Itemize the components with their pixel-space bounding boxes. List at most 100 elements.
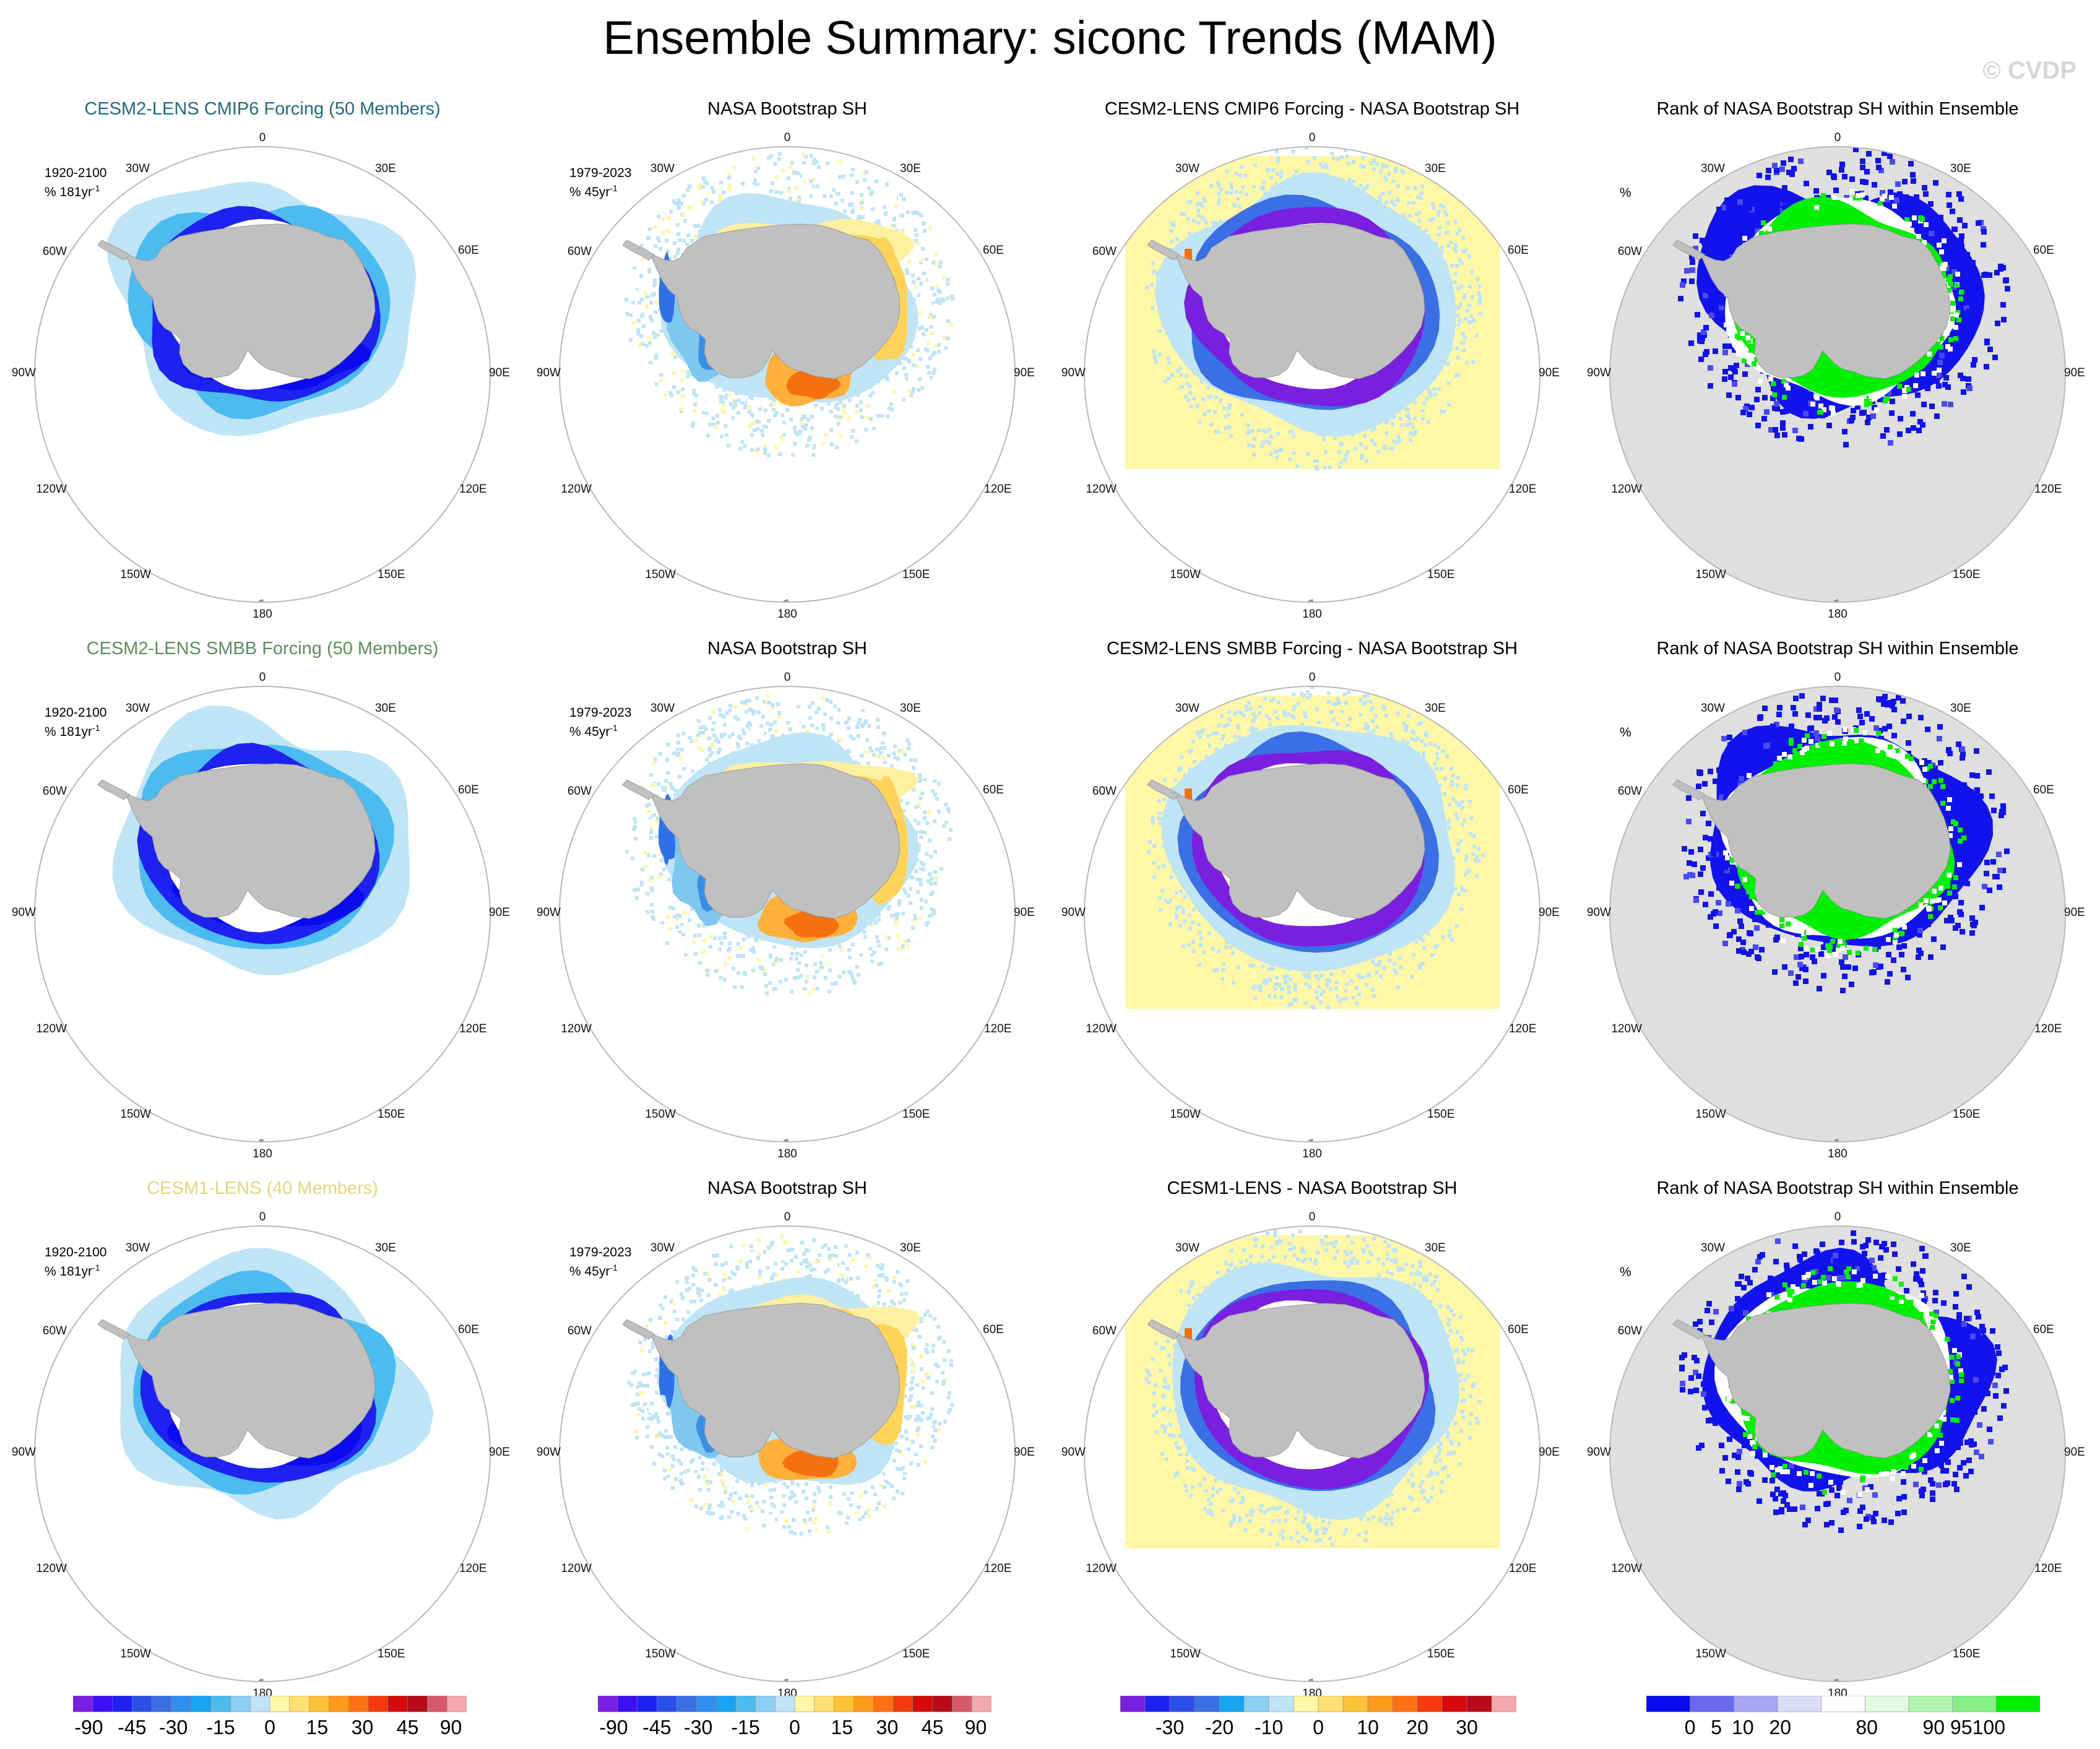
panel-title: NASA Bootstrap SH <box>707 1178 867 1198</box>
lon-label: 90W <box>537 906 561 919</box>
colorbar-swatch <box>446 1695 467 1712</box>
lon-label: 150W <box>120 1648 151 1660</box>
lon-label: 90E <box>1014 1446 1035 1459</box>
colorbar-swatch <box>407 1695 428 1712</box>
panel-title: CESM2-LENS CMIP6 Forcing (50 Members) <box>84 99 441 119</box>
lon-label: 150W <box>120 1108 151 1121</box>
lon-label: 150W <box>1170 1648 1201 1660</box>
colorbar-tick-label: -30 <box>1156 1716 1184 1738</box>
panel-title: Rank of NASA Bootstrap SH within Ensembl… <box>1656 1178 2019 1198</box>
lon-label: 120W <box>1086 1562 1117 1575</box>
lon-label: 90E <box>489 906 510 919</box>
map-panel-rank: 0 30E 60E 90E 120E 150E 180 150W 120W 90W 60W 30W Ra… <box>1575 93 2100 631</box>
colorbar-tick-label: 10 <box>1357 1716 1379 1738</box>
colorbar-tick-label: -30 <box>159 1716 188 1738</box>
lon-label: 90E <box>489 366 510 379</box>
lon-label: 60E <box>458 784 479 797</box>
lon-label: 90E <box>2064 906 2085 919</box>
cvdp-watermark: © CVDP <box>1982 57 2076 84</box>
lon-label: 90W <box>537 366 561 379</box>
colorbar-tick-label: 0 <box>789 1716 800 1738</box>
lon-label: 90E <box>1014 366 1035 379</box>
lon-label: 90W <box>537 1446 561 1459</box>
lon-label: 120W <box>561 1022 592 1035</box>
map-panel-model: 0 30E 60E 90E 120E 150E 180 150W 120W 90W 60W 30W CE… <box>0 633 525 1171</box>
lon-label: 90E <box>1014 906 1035 919</box>
lon-label: 30E <box>1950 702 1971 715</box>
lon-label: 30W <box>1175 1242 1199 1255</box>
colorbar-tick-label: 80 <box>1856 1716 1878 1738</box>
lon-label: 90E <box>1539 906 1560 919</box>
lon-label: 30E <box>375 1242 396 1255</box>
colorbar-swatch <box>715 1695 737 1712</box>
colorbar-swatch <box>696 1695 717 1712</box>
lon-label: 30E <box>375 162 396 175</box>
lon-label: 60W <box>1092 1324 1117 1337</box>
trend-colorbar-obs: -90 -45 -30 -15 0 15 30 45 90 <box>597 1695 992 1745</box>
period-units-note: 1979-2023% 45yr-1 <box>569 166 632 199</box>
colorbar-swatch <box>1169 1695 1195 1712</box>
panel-title: CESM1-LENS - NASA Bootstrap SH <box>1167 1178 1458 1198</box>
lon-label: 150E <box>378 1648 405 1660</box>
lon-label: 120E <box>1509 1022 1536 1035</box>
colorbar-tick-label: 45 <box>922 1716 944 1738</box>
colorbar-swatch <box>912 1695 933 1712</box>
period-units-note: 1920-2100% 181yr-1 <box>45 706 107 739</box>
panel-title: Rank of NASA Bootstrap SH within Ensembl… <box>1656 639 2019 659</box>
colorbar-swatch <box>794 1695 815 1712</box>
colorbar-swatch <box>676 1695 697 1712</box>
lon-label: 120E <box>2034 1562 2062 1575</box>
lon-label: 30W <box>650 162 675 175</box>
colorbar-swatch <box>1417 1695 1443 1712</box>
lon-label: 60E <box>1508 244 1529 257</box>
lon-label: 120W <box>36 483 67 496</box>
colorbar-swatch <box>834 1695 855 1712</box>
colorbar-tick-label: 45 <box>397 1716 419 1738</box>
colorbar-swatch <box>1441 1695 1467 1712</box>
colorbar-swatch <box>1144 1695 1170 1712</box>
lon-label: 90E <box>489 1446 510 1459</box>
lon-label: 150W <box>645 1648 676 1660</box>
colorbar-tick-label: 90 <box>1922 1716 1945 1738</box>
lon-label: 150E <box>1427 568 1454 581</box>
lon-label: 90W <box>1061 1446 1086 1459</box>
trend-colorbar-model: -90 -45 -30 -15 0 15 30 45 90 <box>72 1695 467 1745</box>
colorbar-swatch <box>1318 1695 1344 1712</box>
colorbar-tick-label: 0 <box>1313 1716 1324 1738</box>
colorbar-swatch <box>1367 1695 1393 1712</box>
lon-label: 150W <box>1695 568 1726 581</box>
lon-label: 150W <box>645 568 676 581</box>
lon-label: 120W <box>561 483 592 496</box>
lon-label: 60E <box>1508 784 1529 797</box>
lon-label: 60W <box>568 245 592 258</box>
lon-label: 0 <box>1309 1211 1316 1224</box>
colorbar-swatch <box>755 1695 776 1712</box>
lon-label: 0 <box>1834 131 1841 144</box>
colorbar-swatch <box>348 1695 369 1712</box>
colorbar-swatch <box>657 1695 678 1712</box>
lon-label: 30W <box>126 1242 150 1255</box>
panel-title: CESM2-LENS SMBB Forcing - NASA Bootstrap… <box>1107 639 1518 659</box>
colorbar-swatch <box>1293 1695 1319 1712</box>
lon-label: 60E <box>983 244 1004 257</box>
lon-label: 60W <box>1092 245 1117 258</box>
lon-label: 60W <box>1092 785 1117 798</box>
colorbar-tick-label: -10 <box>1255 1716 1283 1738</box>
lon-label: 60E <box>983 784 1004 797</box>
lon-label: 90W <box>1587 1446 1611 1459</box>
lon-label: 60W <box>1618 245 1642 258</box>
colorbar-swatch <box>289 1695 310 1712</box>
lon-label: 180 <box>777 608 797 621</box>
colorbar-tick-label: 0 <box>1685 1716 1696 1738</box>
period-units-note: 1979-2023% 45yr-1 <box>569 1245 632 1279</box>
lon-label: 120E <box>984 483 1011 496</box>
lon-label: 90E <box>2064 1446 2085 1459</box>
colorbar-swatch <box>269 1695 290 1712</box>
lon-label: 30E <box>1425 702 1446 715</box>
colorbar-swatch <box>1734 1695 1778 1712</box>
colorbar-swatch <box>368 1695 389 1712</box>
colorbar-tick-label: 20 <box>1769 1716 1791 1738</box>
diff-colorbar: -30 -20 -10 0 10 20 30 <box>1120 1695 1517 1745</box>
map-panel-obs: 0 30E 60E 90E 120E 150E 180 150W 120W 90W 60W 30W NA… <box>525 93 1050 631</box>
lon-label: 60E <box>1508 1323 1529 1336</box>
